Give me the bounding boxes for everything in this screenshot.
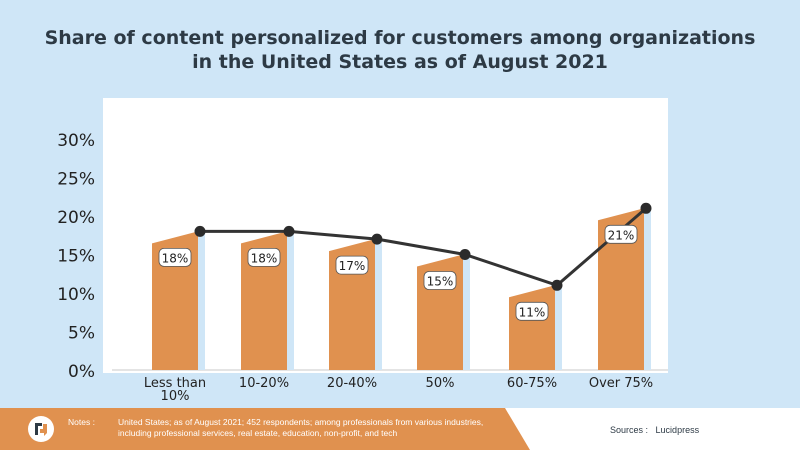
data-label-box [515,301,549,321]
x-tick-label: 10-20% [239,376,289,391]
bar [598,208,644,370]
chart-title-line-1: Share of content personalized for custom… [44,27,756,49]
data-label: 15% [427,275,454,289]
y-tick-label: 25% [57,170,95,190]
x-tick-label: 60-75% [507,376,557,391]
chart-title: Share of content personalized for custom… [0,26,800,74]
line-marker [640,202,652,214]
data-label: 18% [251,251,278,265]
line-marker [371,233,383,245]
data-label: 11% [519,305,546,319]
y-tick-label: 0% [68,362,95,382]
line-marker [551,279,563,291]
lucidpress-logo-icon [28,416,54,442]
data-label: 21% [608,228,635,242]
y-tick-label: 20% [57,208,95,228]
sources-value: Lucidpress [655,425,700,435]
data-label: 18% [162,251,189,265]
line-marker [283,225,295,237]
data-label-box [335,255,369,275]
y-tick-label: 15% [57,247,95,267]
trend-line [200,207,647,287]
data-label: 17% [339,259,366,273]
x-tick-label: 20-40% [327,376,377,391]
bar-side [463,254,470,370]
x-tick-label: Less than [144,376,206,391]
data-label-box [604,224,638,244]
x-tick-label: 10% [161,389,190,404]
data-label-box [247,247,281,267]
data-label-box [158,247,192,267]
bar [509,285,555,370]
bar-side [198,231,205,370]
bar-side [287,231,294,370]
data-label-box [423,271,457,290]
line-marker [459,249,471,260]
notes-text: United States; as of August 2021; 452 re… [118,417,484,438]
y-tick-label: 30% [57,131,95,151]
bar-side [555,285,562,370]
sources: Sources : Lucidpress [610,425,699,435]
bar-chart: 0% 5% 10% 15% 20% 25% 30% 18% 18% 17% 15% 11% 21% Les… [57,131,668,404]
notes-band [0,408,530,450]
x-tick-label: Over 75% [589,376,653,391]
chart-title-line-2: in the United States as of August 2021 [192,51,608,73]
sources-label: Sources : [610,425,649,435]
bar-side [375,239,382,370]
x-tick-label: 50% [426,376,455,391]
y-tick-label: 5% [68,324,95,344]
line-marker [194,225,206,237]
bar-side [644,208,651,370]
y-tick-label: 10% [57,285,95,305]
notes-label: Notes : [68,417,95,427]
